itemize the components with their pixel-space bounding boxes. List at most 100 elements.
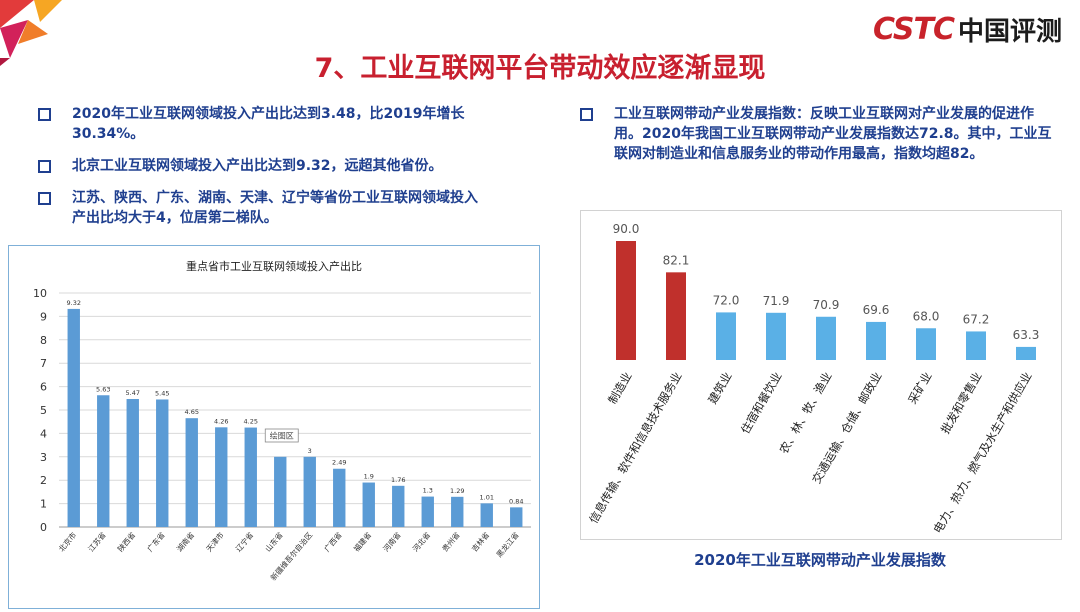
bar (185, 418, 198, 527)
data-label: 90.0 (613, 222, 640, 236)
x-tick-label: 河北省 (410, 529, 432, 553)
data-label: 4.25 (244, 418, 258, 426)
y-tick-label: 1 (40, 498, 47, 511)
x-tick-label: 福建省 (351, 529, 373, 553)
data-label: 70.9 (813, 298, 840, 312)
bar (451, 496, 464, 527)
x-tick-label: 建筑业 (705, 370, 734, 407)
bar (244, 427, 257, 527)
brand-logo-latin: CSTC (872, 11, 955, 47)
x-tick-label: 陕西省 (115, 529, 137, 553)
data-label: 5.45 (155, 389, 169, 397)
bullet-box-icon (38, 108, 51, 121)
left-bullet-list: 2020年工业互联网领域投入产出比达到3.48，比2019年增长30.34%。 … (38, 104, 478, 240)
bar (274, 456, 287, 527)
province-ratio-chart-svg: 重点省市工业互联网领域投入产出比 0 1 2 3 4 5 6 7 8 9 10 9.32 北京市 5.63… (33, 259, 531, 582)
data-label: 71.9 (763, 294, 790, 308)
x-tick-label: 信息传输、软件和信息技术服务业 (586, 370, 684, 526)
province-ratio-chart: 重点省市工业互联网领域投入产出比 0 1 2 3 4 5 6 7 8 9 10 9.32 北京市 5.63… (8, 245, 540, 609)
bar (666, 272, 686, 360)
bullet-item: 2020年工业互联网领域投入产出比达到3.48，比2019年增长30.34%。 (38, 104, 478, 144)
data-label: 4.65 (185, 408, 199, 416)
bar (67, 308, 80, 527)
x-tick-label: 河南省 (381, 529, 403, 553)
data-label: 0.84 (509, 497, 523, 505)
y-tick-label: 0 (40, 521, 47, 534)
data-label: 69.6 (863, 303, 890, 317)
bar (866, 321, 886, 360)
bar (716, 312, 736, 360)
x-tick-label: 辽宁省 (233, 529, 255, 553)
x-tick-label: 贵州省 (440, 529, 462, 553)
bar (510, 507, 523, 527)
bullet-box-icon (38, 192, 51, 205)
data-label: 9.32 (67, 299, 81, 307)
bullet-item: 江苏、陕西、广东、湖南、天津、辽宁等省份工业互联网领域投入产出比均大于4，位居第… (38, 188, 478, 228)
bullet-text: 2020年工业互联网领域投入产出比达到3.48，比2019年增长30.34%。 (72, 106, 465, 142)
bullet-text: 工业互联网带动产业发展指数：反映工业互联网对产业发展的促进作用。2020年我国工… (614, 106, 1052, 162)
bar (966, 331, 986, 360)
bullet-item: 北京工业互联网领域投入产出比达到9.32，远超其他省份。 (38, 156, 478, 176)
bar (616, 241, 636, 360)
chart-tooltip-text: 绘图区 (270, 431, 294, 441)
bar (916, 328, 936, 360)
data-label: 3 (308, 447, 312, 455)
bullet-text: 北京工业互联网领域投入产出比达到9.32，远超其他省份。 (72, 158, 443, 174)
x-tick-label: 广东省 (145, 529, 167, 553)
chart-tooltip (264, 428, 299, 443)
bar (97, 395, 110, 527)
industry-index-chart: 90.0 制造业 82.1 信息传输、软件和信息技术服务业 72.0 建筑业 71.9 住宿和… (580, 210, 1062, 540)
data-label: 72.0 (713, 293, 740, 307)
bar (480, 503, 493, 527)
x-tick-label: 电力、热力、燃气及水生产和供应业 (930, 370, 1034, 536)
bullet-box-icon (38, 160, 51, 173)
brand-logo: CSTC 中国评测 (872, 11, 1062, 47)
y-tick-label: 4 (40, 427, 47, 440)
bar (766, 312, 786, 360)
bar (816, 316, 836, 360)
y-tick-label: 8 (40, 334, 47, 347)
page-title: 7、工业互联网平台带动效应逐渐显现 (314, 53, 766, 84)
y-tick-label: 5 (40, 404, 47, 417)
data-label: 63.3 (1013, 328, 1040, 342)
data-label: 1.76 (391, 476, 405, 484)
x-tick-label: 制造业 (605, 370, 634, 407)
bar (392, 485, 405, 527)
bar (303, 456, 316, 527)
data-label: 5.47 (126, 389, 140, 397)
x-tick-label: 采矿业 (905, 370, 934, 407)
y-tick-label: 3 (40, 451, 47, 464)
data-label: 2.49 (332, 459, 346, 467)
data-label: 1.3 (423, 487, 433, 495)
data-label: 82.1 (663, 253, 690, 267)
brand-logo-chinese: 中国评测 (957, 16, 1062, 47)
bar (1016, 346, 1036, 360)
x-tick-label: 北京市 (56, 529, 78, 553)
bar (333, 468, 346, 527)
bar (421, 496, 434, 527)
x-tick-label: 山东省 (263, 529, 285, 553)
x-tick-label: 江苏省 (86, 529, 108, 553)
bar (156, 399, 169, 527)
chart-title: 重点省市工业互联网领域投入产出比 (186, 259, 362, 273)
y-tick-label: 6 (40, 381, 47, 394)
right-bullet-list: 工业互联网带动产业发展指数：反映工业互联网对产业发展的促进作用。2020年我国工… (580, 104, 1060, 176)
x-tick-label: 湖南省 (174, 529, 196, 553)
data-label: 1.9 (364, 473, 374, 481)
data-label: 68.0 (913, 309, 940, 323)
data-label: 1.29 (450, 487, 464, 495)
bullet-item: 工业互联网带动产业发展指数：反映工业互联网对产业发展的促进作用。2020年我国工… (580, 104, 1060, 164)
y-tick-label: 10 (33, 287, 47, 300)
bullet-text: 江苏、陕西、广东、湖南、天津、辽宁等省份工业互联网领域投入产出比均大于4，位居第… (72, 190, 478, 226)
data-label: 4.26 (214, 417, 228, 425)
x-tick-label: 广西省 (322, 529, 344, 553)
x-tick-label: 吉林省 (469, 529, 491, 553)
x-tick-label: 黑龙江省 (494, 529, 521, 559)
x-tick-label: 批发和零售业 (938, 370, 985, 437)
chart-caption: 2020年工业互联网带动产业发展指数 (694, 551, 946, 569)
data-label: 67.2 (963, 312, 990, 326)
bullet-box-icon (580, 108, 593, 121)
bar (215, 427, 228, 527)
y-tick-label: 9 (40, 310, 47, 323)
x-tick-label: 天津市 (204, 529, 226, 553)
